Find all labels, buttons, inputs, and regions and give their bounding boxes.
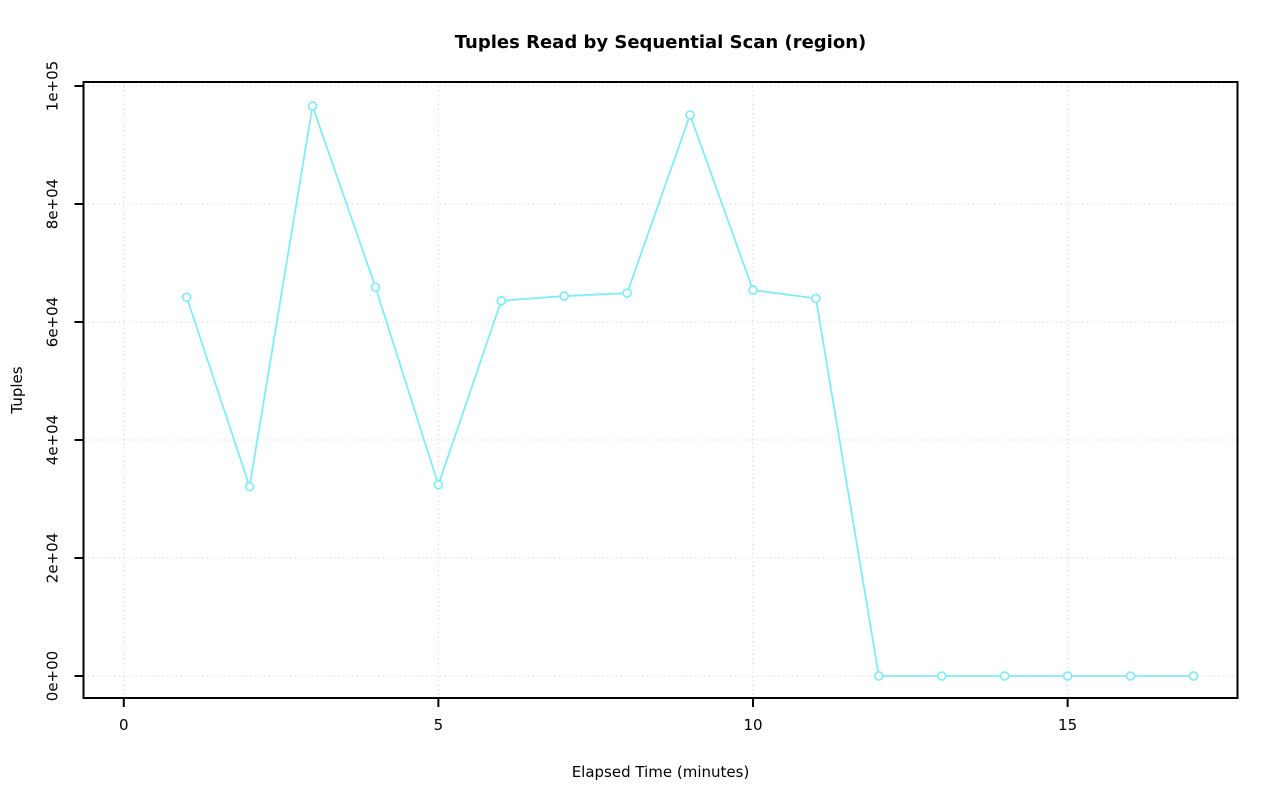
data-point-marker <box>999 671 1010 681</box>
y-tick-label: 4e+04 <box>44 415 62 465</box>
data-point-marker <box>496 295 507 306</box>
data-point-marker <box>1125 671 1136 681</box>
data-point-marker <box>559 291 570 301</box>
data-point-marker <box>370 282 381 293</box>
y-axis-label: Tuples <box>8 366 26 414</box>
data-point-marker <box>1062 671 1073 681</box>
y-tick-label: 1e+05 <box>44 61 62 111</box>
data-point-marker <box>873 671 884 681</box>
plot-border <box>82 81 1239 699</box>
y-tick-label: 8e+04 <box>44 179 62 229</box>
data-point-marker <box>244 481 255 492</box>
data-point-marker <box>748 285 758 295</box>
data-point-marker <box>622 288 633 298</box>
x-tick-label: 5 <box>434 716 444 734</box>
data-point-marker <box>307 101 318 111</box>
data-series <box>181 101 1199 681</box>
data-point-marker <box>433 479 444 490</box>
x-tick-label: 10 <box>743 716 762 734</box>
x-axis-label: Elapsed Time (minutes) <box>572 763 750 781</box>
data-point-marker <box>811 293 821 304</box>
y-tick-label: 2e+04 <box>44 533 62 583</box>
data-point-marker <box>936 671 947 681</box>
chart-title: Tuples Read by Sequential Scan (region) <box>455 32 867 53</box>
x-tick-label: 0 <box>119 716 129 734</box>
data-point-marker <box>685 110 695 120</box>
data-line <box>185 105 1195 677</box>
y-tick-label: 0e+00 <box>44 651 62 701</box>
y-tick-label: 6e+04 <box>44 297 62 347</box>
data-point-marker <box>181 292 192 303</box>
data-point-marker <box>1188 671 1199 681</box>
x-tick-label: 15 <box>1058 716 1077 734</box>
axes: 0 5 10 15 0e+00 2e+04 4e+04 6e+04 8e+04 1e+05 <box>44 61 1078 734</box>
gridlines <box>83 82 1238 698</box>
